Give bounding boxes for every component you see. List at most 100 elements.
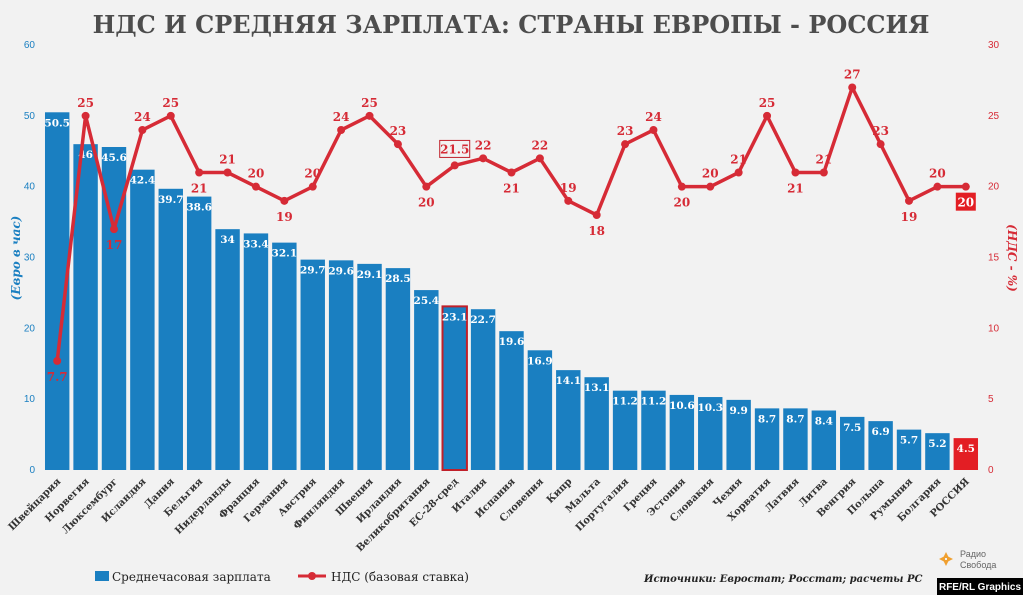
vat-value-label: 21.5 (440, 142, 469, 156)
bar (868, 421, 893, 470)
vat-value-label: 23 (872, 124, 889, 138)
bar-value-label: 5.7 (900, 435, 918, 447)
logo-mark-icon (939, 552, 953, 566)
vat-value-label: 21 (191, 182, 208, 196)
legend-bar-label: Среднечасовая зарплата (112, 570, 271, 584)
vat-value-label: 21 (730, 153, 747, 167)
vat-point (251, 182, 260, 191)
bar (328, 260, 354, 470)
vat-value-label: 24 (645, 110, 662, 124)
bar-value-label: 19.6 (499, 336, 525, 348)
bar (811, 410, 837, 470)
vat-point (53, 356, 62, 365)
bar (726, 399, 751, 470)
vat-point (564, 196, 573, 205)
bar-value-label: 4.5 (957, 443, 975, 455)
vat-value-label: 27 (844, 68, 861, 82)
vat-point (734, 168, 743, 177)
bar (357, 263, 382, 470)
vat-point (337, 126, 346, 134)
bar (158, 188, 183, 470)
vat-point (649, 126, 658, 134)
bar (896, 429, 922, 470)
bar-value-label: 7.5 (843, 422, 861, 434)
bar-value-label: 11.2 (641, 396, 667, 408)
vat-value-label: 22 (475, 138, 492, 152)
legend-line-marker (308, 572, 316, 580)
vat-value-label: 23 (617, 124, 634, 138)
vat-value-label: 19 (276, 210, 293, 224)
vat-value-label: 22 (532, 138, 549, 152)
bar (840, 416, 865, 470)
vat-value-label: 17 (106, 238, 123, 252)
vat-value-label: 20 (702, 167, 719, 181)
right-axis-tick: 30 (988, 40, 1000, 51)
vat-point (848, 83, 857, 92)
credit-text: RFE/RL Graphics (939, 582, 1021, 593)
vat-point (280, 196, 289, 205)
vat-value-label: 20 (957, 196, 974, 210)
vat-point (507, 168, 516, 177)
vat-point (961, 182, 970, 191)
bar-value-label: 11.2 (612, 396, 638, 408)
bar (612, 390, 638, 470)
right-axis-tick: 20 (988, 182, 1000, 193)
left-axis-tick: 0 (29, 465, 35, 476)
left-axis-tick: 40 (24, 182, 36, 193)
vat-value-label: 19 (560, 181, 577, 195)
vat-highlight-box (439, 139, 471, 158)
vat-value-label: 25 (162, 96, 179, 110)
bar-value-label: 39.7 (158, 194, 184, 206)
right-axis-tick: 0 (988, 465, 994, 476)
vat-point (933, 182, 942, 191)
vat-value-label: 25 (77, 96, 94, 110)
vat-point (791, 168, 800, 177)
vat-point (109, 225, 118, 234)
vat-point (422, 182, 431, 191)
bar (243, 233, 269, 470)
bar (698, 397, 723, 470)
vat-point (535, 154, 544, 163)
left-axis: 0 10 20 30 40 50 60 (24, 40, 36, 476)
bar-value-label: 23.1 (442, 311, 468, 323)
logo-line1: Радио (960, 549, 986, 559)
bar-value-label: 29.6 (328, 265, 354, 277)
vat-point (819, 168, 828, 177)
vat-highlight: 20 (955, 192, 976, 211)
vat-point (81, 111, 90, 120)
vat-point (763, 111, 772, 120)
bar-value-label: 22.7 (470, 314, 496, 326)
bar-value-label: 28.5 (385, 273, 411, 285)
bar-value-label: 9.9 (730, 405, 748, 417)
bar-value-label: 8.7 (786, 413, 804, 425)
vat-value-label: 25 (361, 96, 378, 110)
bar-value-label: 6.9 (871, 426, 889, 438)
left-axis-tick: 10 (24, 394, 36, 405)
left-axis-tick: 20 (24, 323, 36, 334)
bar-value-label: 38.6 (186, 202, 212, 214)
vat-value-label: 20 (418, 196, 435, 210)
bar-value-label: 5.2 (928, 438, 946, 450)
bar (584, 377, 609, 470)
bar-value-label: 10.6 (669, 400, 695, 412)
vat-value-label: 20 (929, 167, 946, 181)
vat-value-label: 19 (901, 210, 918, 224)
vat-point (308, 182, 317, 191)
vat-point (223, 168, 232, 177)
vat-point (450, 161, 459, 170)
bar-value-label: 50.5 (44, 117, 70, 129)
bar (470, 309, 496, 470)
vat-point (365, 111, 374, 120)
bar (300, 259, 325, 470)
vat-value-label: 20 (248, 167, 265, 181)
bar-value-label: 16.9 (527, 355, 553, 367)
right-axis-label: (НДС - %) (1005, 224, 1019, 292)
bar-value-label: 29.7 (300, 265, 326, 277)
left-axis-tick: 60 (24, 40, 36, 51)
bar (953, 438, 979, 470)
source-note: Источники: Евростат; Росстат; расчеты РС (643, 574, 922, 585)
bar-value-label: 29.1 (357, 269, 383, 281)
legend: Среднечасовая зарплата НДС (базовая став… (95, 570, 469, 584)
left-axis-tick: 30 (24, 253, 36, 264)
